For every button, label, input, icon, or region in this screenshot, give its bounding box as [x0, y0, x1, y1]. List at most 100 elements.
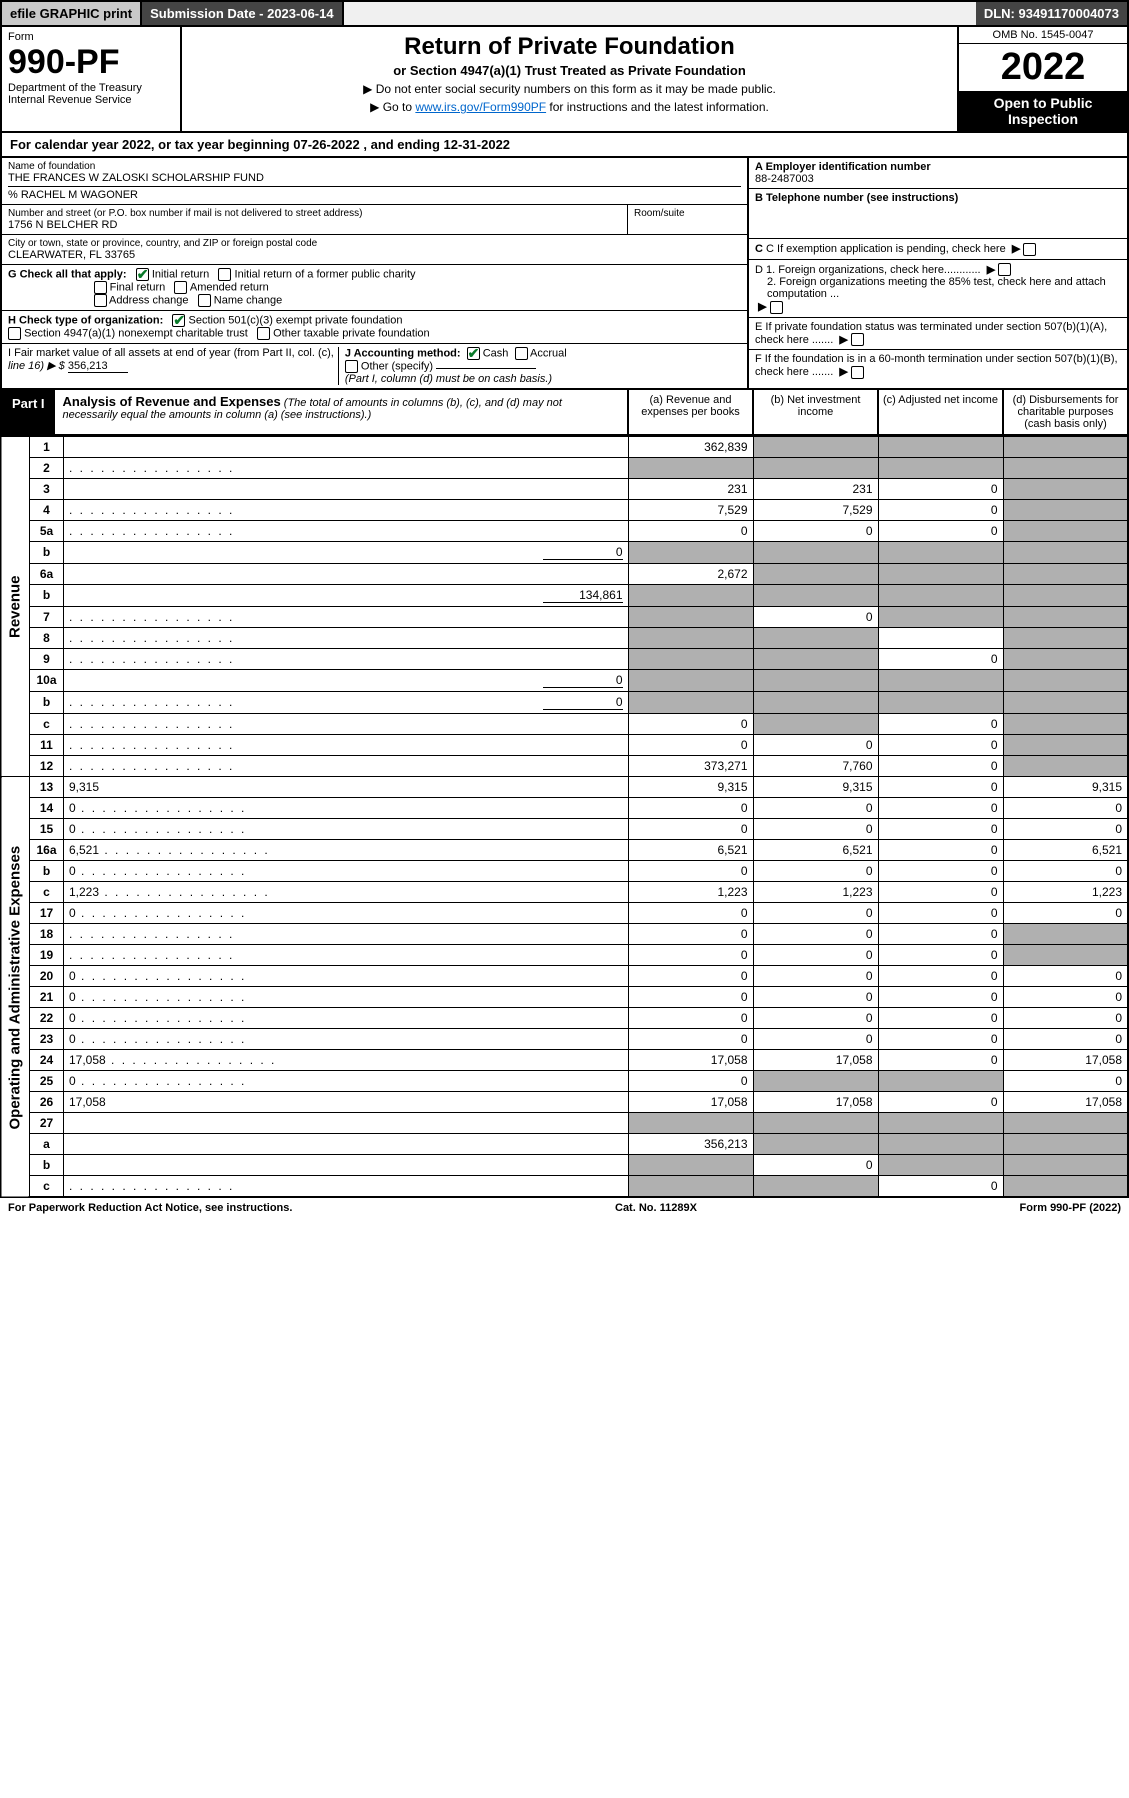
checkbox-cash[interactable]	[467, 347, 480, 360]
col-c-value: 0	[878, 840, 1003, 861]
line-desc	[64, 607, 629, 628]
checkbox-4947[interactable]	[8, 327, 21, 340]
col-a-value: 0	[628, 987, 753, 1008]
footer-right: Form 990-PF (2022)	[1020, 1202, 1122, 1214]
line-desc: 0	[64, 966, 629, 987]
line-number: 25	[30, 1071, 64, 1092]
line-number: 23	[30, 1029, 64, 1050]
table-row: c1,2231,2231,22301,223	[1, 882, 1128, 903]
checkbox-f[interactable]	[851, 366, 864, 379]
ein-cell: A Employer identification number 88-2487…	[749, 158, 1127, 189]
line-desc	[64, 1176, 629, 1198]
fmv-value: 356,213	[68, 360, 128, 373]
col-c-value: 0	[878, 649, 1003, 670]
col-c-value: 0	[878, 735, 1003, 756]
line-number: 11	[30, 735, 64, 756]
addr-label: Number and street (or P.O. box number if…	[8, 208, 621, 219]
col-d-value: 0	[1003, 903, 1128, 924]
line-number: 12	[30, 756, 64, 777]
col-d-value	[1003, 649, 1128, 670]
table-row: 47,5297,5290	[1, 500, 1128, 521]
col-b-value	[753, 670, 878, 692]
col-d-value	[1003, 564, 1128, 585]
col-c-value: 0	[878, 777, 1003, 798]
name-cell: Name of foundation THE FRANCES W ZALOSKI…	[2, 158, 747, 205]
g-opt-3: Amended return	[190, 281, 269, 293]
table-row: 70	[1, 607, 1128, 628]
c-cell: C C If exemption application is pending,…	[749, 239, 1127, 260]
col-d-value: 17,058	[1003, 1050, 1128, 1071]
col-a-value: 17,058	[628, 1050, 753, 1071]
checkbox-name-change[interactable]	[198, 294, 211, 307]
line-number: 18	[30, 924, 64, 945]
col-d-value	[1003, 1113, 1128, 1134]
col-a-value	[628, 607, 753, 628]
line-number: 20	[30, 966, 64, 987]
col-a-value: 373,271	[628, 756, 753, 777]
col-c-value	[878, 1113, 1003, 1134]
phone-cell: B Telephone number (see instructions)	[749, 189, 1127, 239]
checkbox-501c3[interactable]	[172, 314, 185, 327]
col-c-value: 0	[878, 903, 1003, 924]
checkbox-accrual[interactable]	[515, 347, 528, 360]
line-desc	[64, 1134, 629, 1155]
g-opt-1: Initial return of a former public charit…	[235, 268, 416, 280]
line-number: 17	[30, 903, 64, 924]
g-opt-4: Address change	[109, 294, 189, 306]
line-desc	[64, 649, 629, 670]
table-row: 25000	[1, 1071, 1128, 1092]
col-b-value: 0	[753, 966, 878, 987]
col-b-value: 0	[753, 735, 878, 756]
col-c-value: 0	[878, 945, 1003, 966]
open-public: Open to Public Inspection	[959, 91, 1127, 131]
col-d-value	[1003, 924, 1128, 945]
col-d-value: 6,521	[1003, 840, 1128, 861]
col-a-value: 0	[628, 819, 753, 840]
line-desc: 1,223	[64, 882, 629, 903]
col-b-value: 6,521	[753, 840, 878, 861]
col-a-value: 1,223	[628, 882, 753, 903]
col-c-head: (c) Adjusted net income	[877, 390, 1002, 434]
col-c-value: 0	[878, 714, 1003, 735]
form-header: Form 990-PF Department of the Treasury I…	[0, 27, 1129, 133]
col-c-value	[878, 670, 1003, 692]
col-a-value	[628, 1113, 753, 1134]
checkbox-other-method[interactable]	[345, 360, 358, 373]
col-a-value: 0	[628, 861, 753, 882]
checkbox-e[interactable]	[851, 333, 864, 346]
col-d-value	[1003, 500, 1128, 521]
checkbox-initial-return[interactable]	[136, 268, 149, 281]
calendar-year-row: For calendar year 2022, or tax year begi…	[0, 133, 1129, 158]
checkbox-amended[interactable]	[174, 281, 187, 294]
checkbox-c[interactable]	[1023, 243, 1036, 256]
checkbox-initial-former[interactable]	[218, 268, 231, 281]
table-row: 18000	[1, 924, 1128, 945]
part1-title-bold: Analysis of Revenue and Expenses	[63, 394, 281, 409]
table-row: 32312310	[1, 479, 1128, 500]
checkbox-d1[interactable]	[998, 263, 1011, 276]
col-d-head: (d) Disbursements for charitable purpose…	[1002, 390, 1127, 434]
checkbox-d2[interactable]	[770, 301, 783, 314]
col-d-value: 0	[1003, 1071, 1128, 1092]
col-a-value: 0	[628, 735, 753, 756]
table-row: b 0	[1, 542, 1128, 564]
g-opt-0: Initial return	[152, 268, 209, 280]
checkbox-other-taxable[interactable]	[257, 327, 270, 340]
line-number: b	[30, 585, 64, 607]
line-number: 10a	[30, 670, 64, 692]
line-number: 14	[30, 798, 64, 819]
col-b-value: 17,058	[753, 1092, 878, 1113]
foundation-name: THE FRANCES W ZALOSKI SCHOLARSHIP FUND	[8, 172, 741, 184]
checkbox-final-return[interactable]	[94, 281, 107, 294]
col-b-value: 0	[753, 924, 878, 945]
col-d-value	[1003, 1176, 1128, 1198]
checkbox-addr-change[interactable]	[94, 294, 107, 307]
col-a-value	[628, 1176, 753, 1198]
room-label: Room/suite	[634, 208, 741, 219]
col-b-value: 1,223	[753, 882, 878, 903]
col-b-value	[753, 1071, 878, 1092]
form-link[interactable]: www.irs.gov/Form990PF	[415, 100, 546, 114]
col-a-value: 0	[628, 966, 753, 987]
col-b-value: 0	[753, 1029, 878, 1050]
col-c-value: 0	[878, 756, 1003, 777]
